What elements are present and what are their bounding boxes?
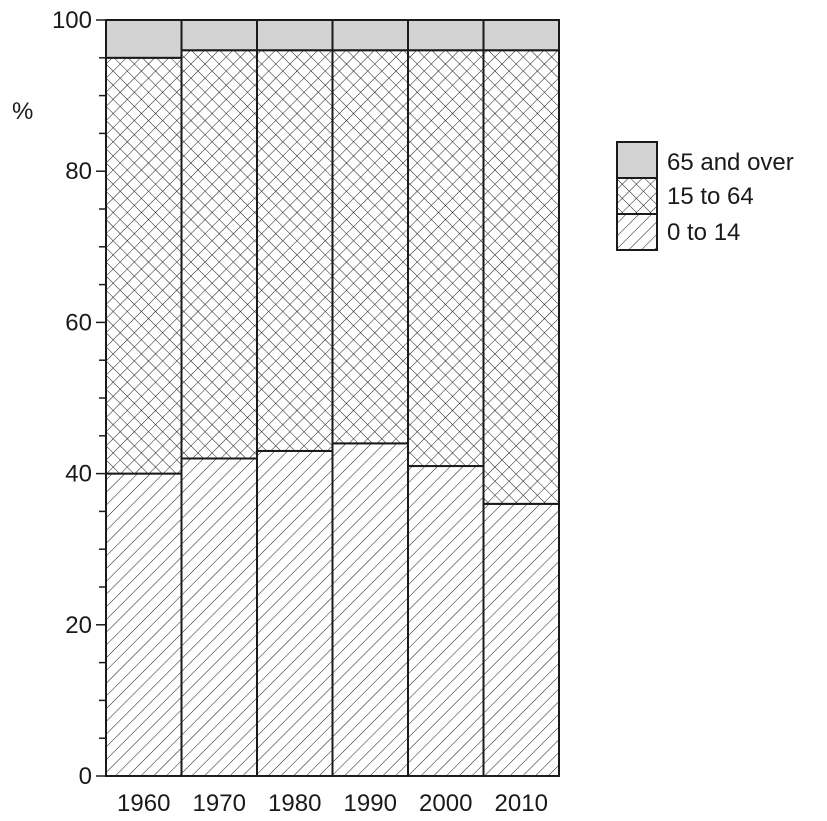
bar-segment-0-to-14-1960 — [105, 472, 183, 777]
bar-segment-15-to-64-2010 — [482, 49, 560, 505]
legend-swatch-0-to-14 — [616, 213, 658, 251]
y-axis-tick-labels: 0 20 40 60 80 100 — [52, 7, 92, 790]
bar-segment-15-to-64-2000 — [407, 49, 485, 468]
x-tick-label-1980: 1980 — [268, 790, 321, 817]
y-axis-label: % — [12, 98, 33, 125]
x-tick-label-1960: 1960 — [117, 790, 170, 817]
bar-segment-0-to-14-1980 — [256, 449, 334, 777]
legend-label-0-to-14: 0 to 14 — [667, 219, 740, 246]
x-axis-tick-labels: 1960 1970 1980 1990 2000 2010 — [117, 790, 548, 817]
x-tick-label-1970: 1970 — [193, 790, 246, 817]
y-tick-label-100: 100 — [52, 7, 92, 34]
bar-segment-65-and-over-2010 — [482, 19, 560, 52]
y-tick-label-60: 60 — [65, 309, 92, 336]
legend: 65 and over 15 to 64 0 to 14 — [616, 141, 794, 251]
bar-segment-0-to-14-2000 — [407, 465, 485, 777]
bar-segment-65-and-over-1980 — [256, 19, 334, 52]
x-tick-label-2010: 2010 — [495, 790, 548, 817]
y-tick-label-0: 0 — [79, 763, 92, 790]
bars-layer — [105, 19, 560, 777]
bar-segment-0-to-14-2010 — [482, 502, 560, 777]
legend-label-15-to-64: 15 to 64 — [667, 183, 754, 210]
x-tick-label-1990: 1990 — [344, 790, 397, 817]
y-tick-label-20: 20 — [65, 612, 92, 639]
y-tick-label-40: 40 — [65, 461, 92, 488]
bar-segment-15-to-64-1970 — [180, 49, 258, 460]
bar-segment-65-and-over-1970 — [180, 19, 258, 52]
bar-segment-0-to-14-1990 — [331, 442, 409, 777]
legend-label-65-and-over: 65 and over — [667, 149, 794, 176]
bar-segment-15-to-64-1990 — [331, 49, 409, 445]
legend-swatch-15-to-64 — [616, 177, 658, 215]
y-axis-ticks — [96, 19, 106, 777]
bar-segment-65-and-over-1990 — [331, 19, 409, 52]
bar-segment-65-and-over-2000 — [407, 19, 485, 52]
bar-segment-65-and-over-1960 — [105, 19, 183, 59]
x-tick-label-2000: 2000 — [419, 790, 472, 817]
bar-segment-0-to-14-1970 — [180, 457, 258, 777]
bar-segment-15-to-64-1960 — [105, 56, 183, 475]
legend-swatch-65-and-over — [616, 141, 658, 179]
y-tick-label-80: 80 — [65, 158, 92, 185]
bar-segment-15-to-64-1980 — [256, 49, 334, 452]
